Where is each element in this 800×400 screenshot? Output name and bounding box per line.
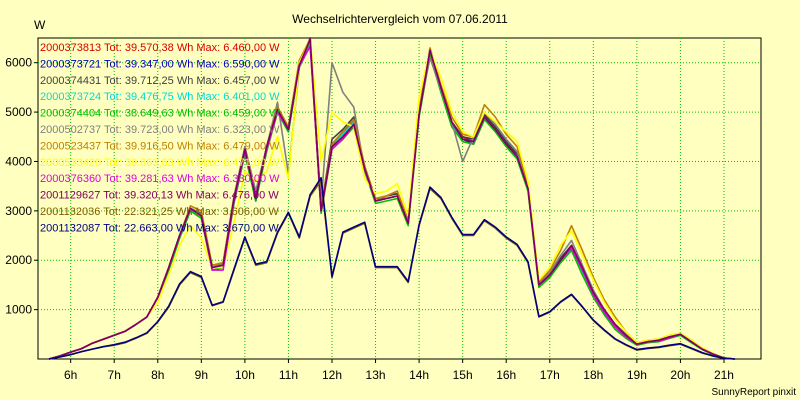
legend-entry-2: 2000374431 Tot: 39.712,25 Wh Max: 6.457,… (40, 75, 280, 87)
legend-entry-8: 2000376360 Tot: 39.281,63 Wh Max: 6.330,… (40, 173, 280, 185)
x-tick-label-9: 15h (453, 368, 473, 382)
legend: 2000373813 Tot: 39.570,38 Wh Max: 6.460,… (40, 42, 280, 234)
x-axis-ticks: 6h 7h 8h 9h 10h 11h 12h 13h 14h 15h 16h 17h 18h 19h 20… (64, 359, 734, 382)
x-tick-label-15: 21h (714, 368, 734, 382)
footer-credit: SunnyReport pinxit (712, 387, 797, 398)
x-tick-label-14: 20h (670, 368, 690, 382)
x-tick-label-13: 19h (627, 368, 647, 382)
legend-entry-6: 2000523437 Tot: 39.916,50 Wh Max: 6.479,… (40, 140, 280, 152)
x-tick-label-1: 7h (108, 368, 121, 382)
series-line-11 (48, 177, 735, 360)
legend-entry-7: 2000533420 Tot: 39.863,63 Wh Max: 6.471,… (40, 157, 280, 169)
x-tick-label-2: 8h (151, 368, 164, 382)
y-tick-label-5: 6000 (5, 56, 32, 70)
y-axis-unit-label: W (34, 18, 46, 32)
legend-entry-4: 2000374404 Tot: 38.649,63 Wh Max: 6.459,… (40, 108, 280, 120)
x-tick-label-8: 14h (409, 368, 429, 382)
grid-lines (38, 38, 761, 359)
chart-title: Wechselrichtervergleich vom 07.06.2011 (292, 12, 508, 26)
legend-entry-1: 2000373721 Tot: 39.347,00 Wh Max: 6.590,… (40, 58, 280, 70)
y-axis-ticks: 1000 2000 3000 4000 5000 6000 (5, 56, 38, 317)
series-line-7 (48, 38, 735, 360)
x-tick-label-7: 13h (366, 368, 386, 382)
y-tick-label-2: 3000 (5, 204, 32, 218)
y-tick-label-1: 2000 (5, 253, 32, 267)
legend-entry-3: 2000373724 Tot: 39.476,75 Wh Max: 6.401,… (40, 91, 280, 103)
legend-entry-0: 2000373813 Tot: 39.570,38 Wh Max: 6.460,… (40, 42, 280, 54)
x-tick-label-4: 10h (235, 368, 255, 382)
x-tick-label-6: 12h (322, 368, 342, 382)
x-tick-label-12: 18h (583, 368, 603, 382)
legend-entry-11: 2001132087 Tot: 22.663,00 Wh Max: 3.670,… (40, 222, 279, 234)
legend-entry-5: 2000502737 Tot: 39.723,00 Wh Max: 6.323,… (40, 124, 280, 136)
series-lines (48, 37, 735, 360)
x-tick-label-3: 9h (195, 368, 208, 382)
legend-entry-9: 2001129627 Tot: 39.320,13 Wh Max: 6.476,… (40, 190, 279, 202)
legend-entry-10: 2001132036 Tot: 22.321,25 Wh Max: 3.606,… (40, 206, 279, 218)
series-line-9 (48, 38, 735, 360)
y-tick-label-3: 4000 (5, 154, 32, 168)
x-tick-label-5: 11h (279, 368, 298, 382)
x-tick-label-11: 17h (540, 368, 560, 382)
y-tick-label-4: 5000 (5, 105, 32, 119)
x-tick-label-0: 6h (64, 368, 77, 382)
x-tick-label-10: 16h (496, 368, 516, 382)
y-tick-label-0: 1000 (5, 303, 32, 317)
